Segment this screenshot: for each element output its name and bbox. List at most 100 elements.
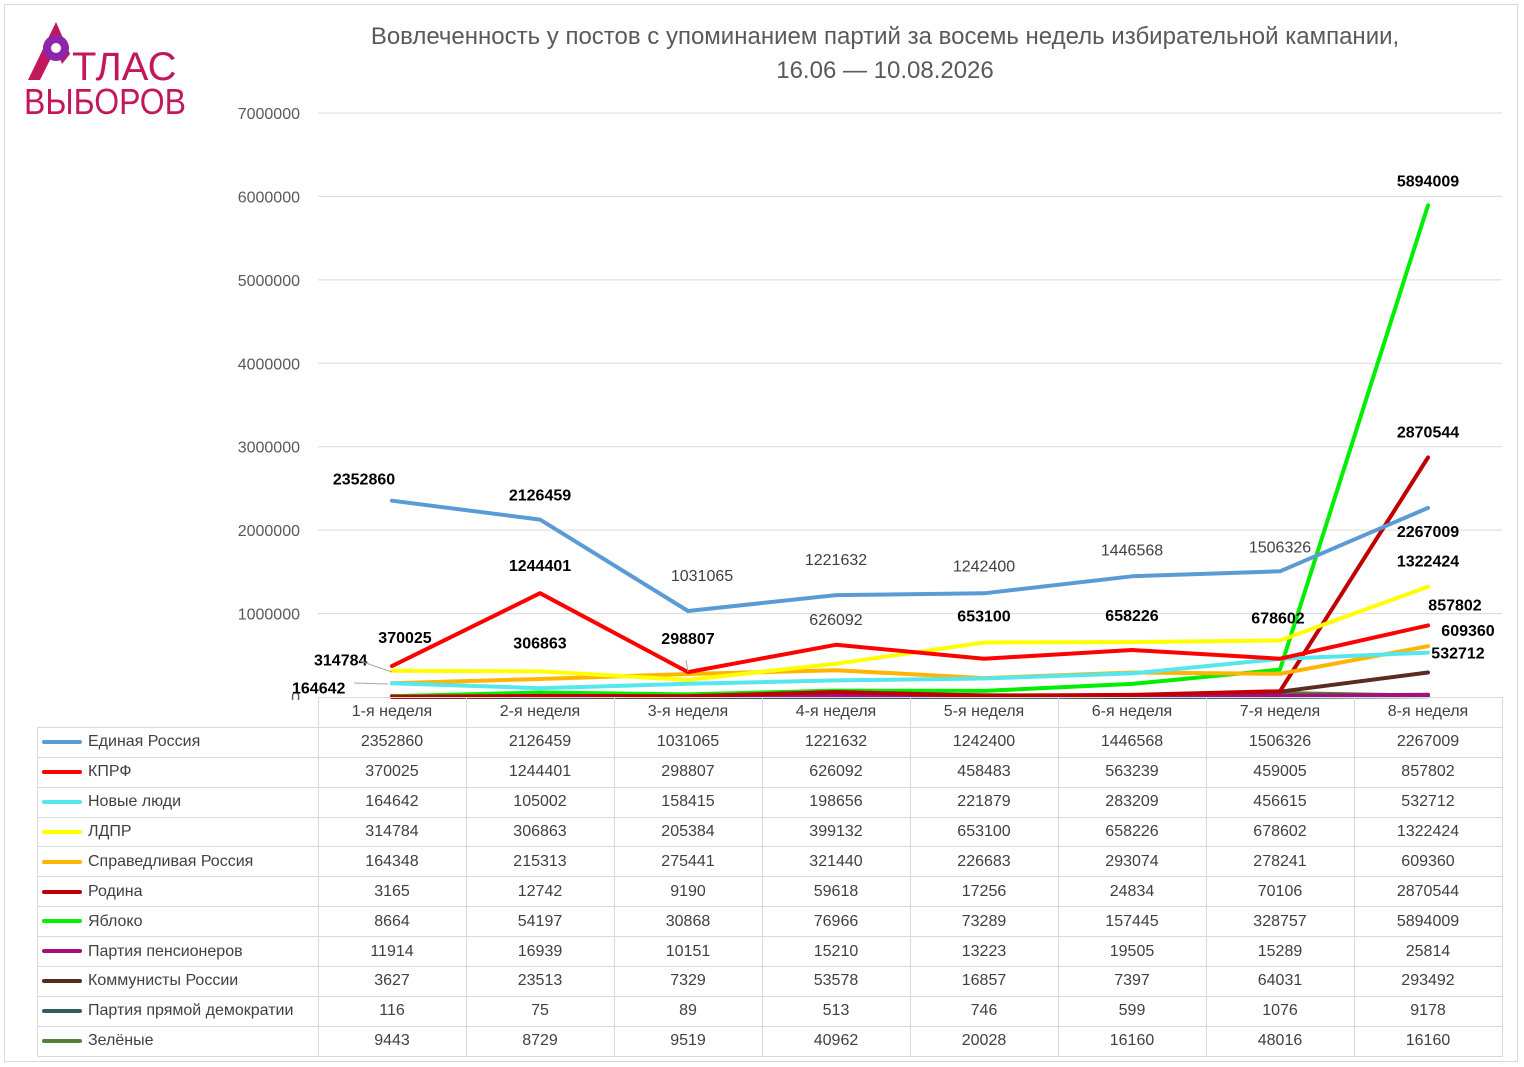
legend-key-icon	[42, 919, 82, 924]
table-cell: 48016	[1205, 1025, 1355, 1057]
table-cell: 16939	[465, 936, 615, 968]
table-cell: 12742	[465, 876, 615, 908]
table-cell: 2126459	[465, 726, 615, 758]
table-header-row: 1-я неделя 2-я неделя 3-я неделя 4-я неделя…	[37, 697, 1503, 728]
data-label: 1446568	[1101, 542, 1163, 559]
legend-entry: Яблоко	[37, 906, 319, 938]
table-corner	[37, 697, 319, 728]
table-row: Единая Россия 2352860 2126459 1031065 122163…	[37, 726, 1503, 758]
logo-word-1: ТЛАС	[72, 45, 177, 89]
table-cell: 399132	[761, 816, 911, 848]
table-cell: 306863	[465, 816, 615, 848]
table-cell: 2870544	[1353, 876, 1503, 908]
table-cell: 1244401	[465, 756, 615, 788]
leader-line	[359, 660, 393, 673]
y-tick-label: 1000000	[238, 607, 300, 624]
table-row: Яблоко 8664 54197 30868 76966 73289 157445 3287…	[37, 906, 1503, 938]
table-cell: 59618	[761, 876, 911, 908]
gridlines	[318, 112, 1502, 615]
table-cell: 89	[613, 995, 763, 1027]
table-cell: 283209	[1057, 786, 1207, 818]
table-cell: 7397	[1057, 966, 1207, 997]
table-cell: 11914	[317, 936, 467, 968]
legend-entry: Партия прямой демократии	[37, 995, 319, 1027]
data-label: 2352860	[333, 472, 395, 489]
series-name: Яблоко	[88, 912, 143, 930]
y-tick-label: 2000000	[238, 523, 300, 540]
table-cell: 1322424	[1353, 816, 1503, 848]
series-name: Партия пенсионеров	[88, 942, 243, 960]
table-cell: 116	[317, 995, 467, 1027]
table-cell: 370025	[317, 756, 467, 788]
y-axis-ticks: 0 1000000 2000000 3000000 4000000 5000000 6000…	[238, 106, 300, 700]
table-cell: 221879	[909, 786, 1059, 818]
table-cell: 15289	[1205, 936, 1355, 968]
data-label: 164642	[292, 680, 345, 697]
data-label: 1242400	[953, 558, 1015, 575]
legend-key-icon	[42, 829, 82, 834]
table-cell: 513	[761, 995, 911, 1027]
table-cell: 1076	[1205, 995, 1355, 1027]
table-cell: 158415	[613, 786, 763, 818]
table-cell: 24834	[1057, 876, 1207, 908]
legend-key-icon	[42, 949, 82, 954]
y-tick-label: 7000000	[238, 106, 300, 123]
series-name: Справедливая Россия	[88, 852, 254, 870]
table-cell: 198656	[761, 786, 911, 818]
table-cell: 226683	[909, 846, 1059, 878]
line-chart: 0 1000000 2000000 3000000 4000000 5000000 6000…	[238, 106, 1502, 700]
table-cell: 164348	[317, 846, 467, 878]
table-cell: 1221632	[761, 726, 911, 758]
table-cell: 609360	[1353, 846, 1503, 878]
table-cell: 563239	[1057, 756, 1207, 788]
table-cell: 164642	[317, 786, 467, 818]
table-cell: 1506326	[1205, 726, 1355, 758]
legend-entry: Единая Россия	[37, 726, 319, 758]
table-cell: 3627	[317, 966, 467, 997]
table-cell: 458483	[909, 756, 1059, 788]
series-lines	[390, 203, 1430, 699]
table-cell: 75	[465, 995, 615, 1027]
table-cell: 298807	[613, 756, 763, 788]
data-label: 370025	[378, 630, 431, 647]
legend-key-icon	[42, 859, 82, 864]
table-cell: 10151	[613, 936, 763, 968]
table-cell: 1031065	[613, 726, 763, 758]
table-row: Партия прямой демократии 116 75 89 513 746 599…	[37, 995, 1503, 1027]
table-cell: 70106	[1205, 876, 1355, 908]
data-label: 2870544	[1397, 425, 1459, 442]
legend-key-icon	[42, 799, 82, 804]
table-cell: 1446568	[1057, 726, 1207, 758]
table-cell: 278241	[1205, 846, 1355, 878]
x-tick-label: 5-я неделя	[909, 697, 1059, 728]
legend-key-icon	[42, 1039, 82, 1043]
table-cell: 5894009	[1353, 906, 1503, 938]
table-cell: 105002	[465, 786, 615, 818]
data-label: 658226	[1105, 608, 1158, 625]
table-cell: 9443	[317, 1025, 467, 1057]
table-cell: 9519	[613, 1025, 763, 1057]
series-name: Новые люди	[88, 793, 182, 811]
data-label: 626092	[809, 612, 862, 629]
series-line	[390, 584, 1430, 682]
table-cell: 1242400	[909, 726, 1059, 758]
table-cell: 73289	[909, 906, 1059, 938]
data-labels: 2352860 2126459 1031065 1221632 1242400 14465…	[292, 173, 1495, 697]
y-tick-label: 4000000	[238, 356, 300, 373]
table-cell: 30868	[613, 906, 763, 938]
data-label: 5894009	[1397, 173, 1459, 190]
data-label: 609360	[1441, 623, 1494, 640]
chart-subtitle: 16.06 — 10.08.2026	[776, 57, 994, 84]
series-name: Единая Россия	[88, 733, 201, 751]
y-tick-label: 6000000	[238, 189, 300, 206]
series-line	[390, 591, 1430, 675]
legend-key-icon	[42, 1009, 82, 1014]
table-cell: 8664	[317, 906, 467, 938]
leader-line	[353, 682, 389, 685]
table-cell: 459005	[1205, 756, 1355, 788]
table-cell: 2352860	[317, 726, 467, 758]
table-cell: 16160	[1353, 1025, 1503, 1057]
atlas-logo: ТЛАС ВЫБОРОВ	[24, 22, 186, 122]
series-name: Коммунисты России	[88, 972, 239, 990]
series-line	[390, 644, 1430, 686]
